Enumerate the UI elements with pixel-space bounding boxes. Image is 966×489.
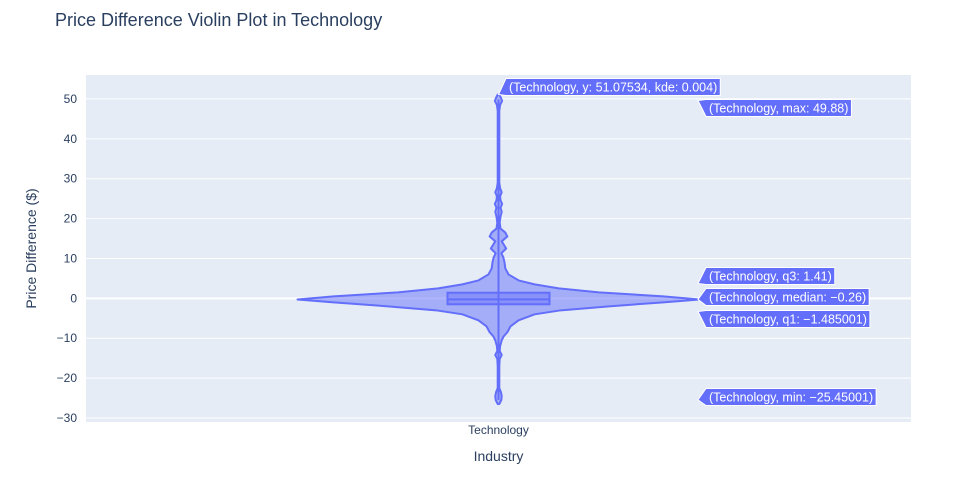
hover-label: (Technology, max: 49.88) [697, 99, 852, 117]
violin-group [296, 93, 701, 406]
x-axis-ticks: Technology [468, 423, 529, 437]
hover-label-box [497, 78, 721, 96]
hover-label-box [697, 267, 836, 285]
hover-label: (Technology, median: −0.26) [697, 288, 870, 306]
y-tick-label: 50 [64, 92, 78, 106]
hover-label-box [697, 99, 852, 117]
y-axis-title: Price Difference ($) [23, 188, 39, 308]
hover-label-text: (Technology, median: −0.26) [709, 291, 866, 305]
y-tick-label: −10 [57, 331, 78, 345]
hover-label-box [697, 388, 877, 406]
y-axis-ticks: −30 −20 −10 0 10 20 30 40 50 [57, 92, 78, 425]
hover-label: (Technology, y: 51.07534, kde: 0.004) [497, 78, 721, 96]
hover-label: (Technology, q1: −1.485001) [697, 310, 871, 328]
chart-title: Price Difference Violin Plot in Technolo… [55, 10, 382, 30]
y-tick-label: 10 [64, 251, 78, 265]
hover-label-text: (Technology, min: −25.45001) [709, 391, 873, 405]
y-tick-label: −30 [57, 411, 78, 425]
hover-label-box [697, 288, 870, 306]
hover-label: (Technology, min: −25.45001) [697, 388, 877, 406]
y-tick-label: 40 [64, 132, 78, 146]
y-tick-label: 0 [70, 291, 77, 305]
x-axis-title: Industry [474, 448, 524, 464]
hover-label-box [697, 310, 871, 328]
hover-label-text: (Technology, y: 51.07534, kde: 0.004) [509, 81, 717, 95]
x-tick-label: Technology [468, 423, 529, 437]
y-tick-label: −20 [57, 371, 78, 385]
hover-label-text: (Technology, q3: 1.41) [709, 270, 832, 284]
hover-label-text: (Technology, max: 49.88) [709, 102, 848, 116]
hover-label-text: (Technology, q1: −1.485001) [709, 313, 867, 327]
y-tick-label: 30 [64, 172, 78, 186]
hover-label: (Technology, q3: 1.41) [697, 267, 836, 285]
y-tick-label: 20 [64, 212, 78, 226]
hover-labels: (Technology, y: 51.07534, kde: 0.004) (Te… [497, 78, 877, 406]
